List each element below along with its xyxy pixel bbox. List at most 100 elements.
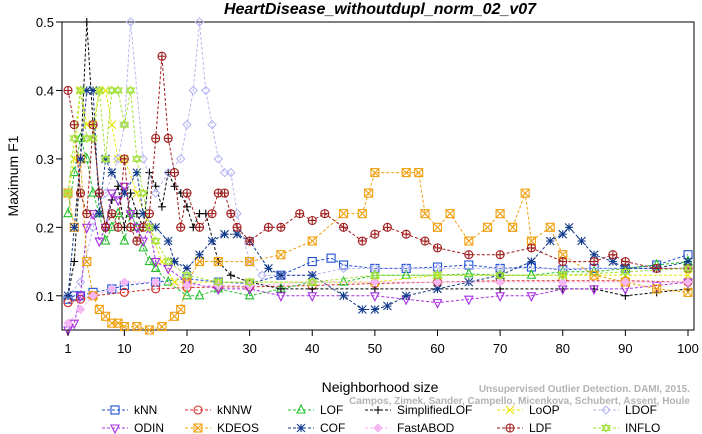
point-ODIN-25 (495, 292, 506, 303)
series-line-LDOF (67, 21, 688, 297)
legend: kNN kNNW LOF SimplifiedLOF LoOP LDOF ODIN KDEOS… (102, 403, 660, 434)
legend-item-kNN: kNN (102, 403, 157, 417)
legend-label-kNNW: kNNW (217, 403, 252, 417)
point-ODIN-1 (69, 319, 80, 330)
point-COF-35 (577, 236, 586, 246)
point-INFLO-7 (106, 85, 117, 96)
point-LOF-9 (119, 234, 130, 245)
point-LOF-17 (194, 289, 205, 300)
point-LDF-23 (220, 188, 230, 198)
point-kNNW-3 (119, 287, 129, 297)
legend-label-SimplifiedLOF: SimplifiedLOF (397, 403, 472, 417)
point-ODIN-14 (150, 258, 161, 268)
point-INFLO-17 (213, 277, 224, 288)
point-LDF-27 (263, 222, 273, 232)
point-LOF-26 (463, 267, 474, 278)
point-kNN-13 (339, 260, 349, 270)
series-line-KDEOS (67, 158, 689, 331)
point-COF-5 (94, 209, 104, 219)
point-LOF-16 (182, 289, 192, 300)
point-LDOF-18 (226, 167, 236, 178)
legend-marker-LoOP (505, 405, 515, 415)
point-INFLO-11 (131, 153, 142, 164)
x-tick-label-40: 40 (305, 341, 319, 356)
point-INFLO-4 (88, 133, 99, 144)
legend-item-KDEOS: KDEOS (185, 421, 259, 434)
legend-marker-LDOF (601, 405, 611, 415)
point-LDF-30 (307, 215, 317, 226)
legend-label-ODIN: ODIN (134, 421, 164, 434)
point-FastABOD-2 (88, 291, 98, 301)
point-COF-12 (163, 236, 173, 246)
point-kNN-12 (326, 253, 336, 263)
x-tick-label-80: 80 (556, 341, 570, 356)
point-LDF-6 (101, 222, 111, 232)
point-LDOF-14 (200, 85, 211, 96)
point-SimplifiedLOF-3 (82, 18, 91, 26)
point-FastABOD-15 (683, 277, 693, 287)
point-LDOF-24 (338, 263, 349, 274)
point-ODIN-10 (125, 210, 136, 220)
point-KDEOS-30 (464, 236, 474, 246)
point-LDF-20 (194, 222, 205, 232)
legend-label-INFLO: INFLO (625, 421, 660, 434)
point-LDF-16 (163, 133, 173, 143)
point-ODIN-7 (106, 189, 117, 200)
point-LDOF-21 (257, 270, 267, 281)
legend-marker-LDF (505, 423, 515, 433)
point-LDOF-13 (194, 17, 205, 27)
point-LDOF-10 (175, 154, 186, 164)
point-KDEOS-19 (276, 250, 286, 260)
point-ODIN-24 (463, 295, 474, 306)
legend-label-LoOP: LoOP (529, 403, 560, 417)
point-LDF-3 (82, 209, 92, 219)
point-LDF-10 (126, 222, 136, 232)
point-LDF-40 (495, 250, 505, 260)
point-LDOF-11 (182, 119, 192, 130)
point-COF-7 (107, 168, 117, 177)
point-COF-17 (220, 229, 229, 239)
point-LDF-14 (151, 133, 161, 143)
point-ODIN-8 (113, 196, 123, 207)
point-KDEOS-5 (94, 304, 104, 315)
point-ODIN-21 (369, 292, 380, 303)
point-KDEOS-34 (520, 188, 530, 198)
point-KDEOS-32 (495, 209, 505, 219)
point-LDF-11 (132, 236, 142, 246)
point-KDEOS-17 (213, 257, 223, 267)
point-LDOF-12 (188, 85, 199, 96)
x-tick-label-10: 10 (117, 341, 131, 356)
point-KDEOS-27 (420, 209, 430, 219)
point-LDF-37 (420, 236, 430, 246)
legend-item-LDF: LDF (497, 421, 552, 434)
point-FastABOD-11 (432, 277, 443, 287)
point-COF-0 (63, 291, 73, 301)
point-LOF-12 (138, 241, 149, 252)
point-INFLO-8 (113, 85, 124, 96)
series-layer (63, 17, 693, 337)
series-line-COF (67, 89, 689, 310)
y-tick-label-0.2: 0.2 (36, 220, 54, 235)
point-LDF-35 (382, 222, 392, 232)
point-KDEOS-25 (401, 168, 411, 178)
legend-item-SimplifiedLOF: SimplifiedLOF (365, 403, 472, 417)
point-FastABOD-0 (63, 318, 73, 328)
point-LDF-36 (401, 229, 411, 239)
point-KDEOS-10 (132, 322, 142, 332)
point-INFLO-13 (144, 222, 155, 233)
point-FastABOD-4 (119, 277, 130, 287)
series-line-ODIN (67, 184, 689, 331)
point-LOF-15 (163, 275, 174, 286)
y-tick-label-0.4: 0.4 (36, 83, 54, 98)
point-KDEOS-14 (176, 304, 186, 315)
point-LDF-39 (464, 250, 474, 260)
point-KDEOS-22 (357, 209, 367, 219)
point-LDF-17 (169, 168, 180, 178)
point-LoOP-23 (683, 270, 693, 280)
legend-label-LDOF: LDOF (625, 403, 657, 417)
point-LDF-1 (69, 120, 79, 130)
point-INFLO-25 (683, 263, 693, 274)
legend-label-LOF: LOF (320, 403, 343, 417)
point-KDEOS-26 (414, 168, 424, 178)
point-LDF-34 (370, 229, 380, 239)
